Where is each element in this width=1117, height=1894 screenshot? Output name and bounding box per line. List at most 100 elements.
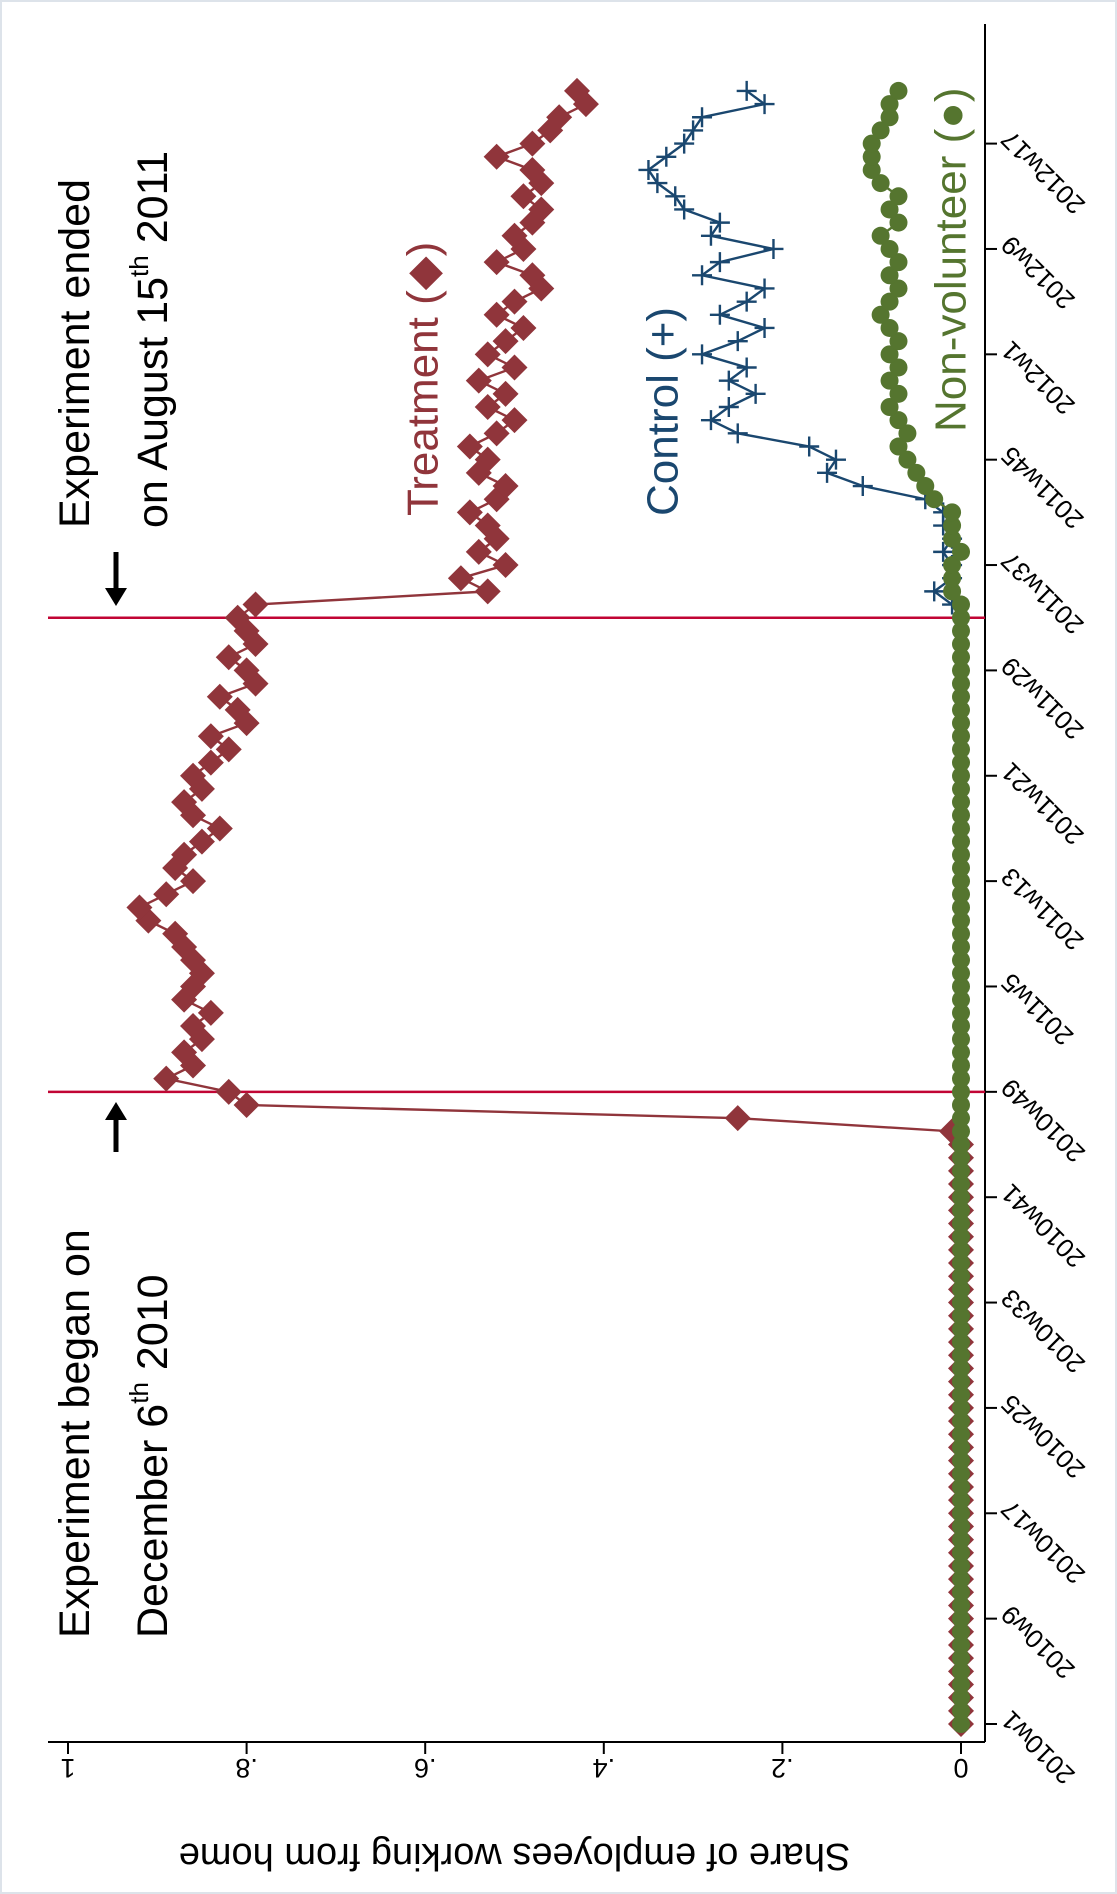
marker [528,196,555,223]
marker [952,898,970,917]
marker [889,279,908,298]
annotation-text: 2010 [129,1274,177,1370]
marker [889,213,908,232]
marker [952,661,970,680]
marker [952,1688,970,1707]
marker [889,358,908,377]
marker [501,222,528,249]
marker [952,1609,970,1628]
marker [799,436,820,457]
marker [871,121,890,140]
marker [492,328,519,355]
annotation-text: December 6 [129,1404,177,1638]
marker [153,881,180,908]
marker [952,608,970,627]
marker [519,130,546,157]
marker [700,225,721,246]
marker [880,266,899,285]
series-label: Control (+) [639,307,688,516]
marker [224,604,251,631]
marker [638,159,659,180]
annotation-text: Experiment ended [51,179,99,528]
marker [933,541,954,562]
marker [180,868,207,895]
marker [692,344,713,365]
marker [952,1517,970,1536]
marker [952,1319,970,1338]
marker [519,262,546,289]
marker [952,1122,970,1141]
arrow-head [105,588,127,606]
arrow-head [105,1102,127,1120]
annotation-text: 2011 [129,151,177,243]
marker [763,238,784,259]
marker [952,1346,970,1365]
marker [952,542,970,561]
marker [952,1675,970,1694]
marker [952,648,970,667]
marker [889,384,908,403]
marker [907,463,926,482]
marker [943,503,962,522]
marker [474,341,501,368]
marker [180,762,207,789]
marker [952,1069,970,1088]
marker [952,727,970,746]
marker [510,314,537,341]
marker [952,1030,970,1049]
marker [916,477,935,496]
marker [564,77,591,104]
marker [880,108,899,127]
marker [952,1359,970,1378]
marker [952,1227,970,1246]
marker [206,815,233,842]
marker [952,1635,970,1654]
marker [952,1596,970,1615]
marker [683,120,704,141]
marker [952,990,970,1009]
marker [736,357,757,378]
marker [925,490,944,509]
marker [943,516,962,535]
marker [727,423,748,444]
marker [952,1412,970,1431]
marker [180,1012,207,1039]
marker [242,591,269,618]
marker [736,291,757,312]
marker [952,1148,970,1167]
marker [952,1109,970,1128]
marker [952,1082,970,1101]
marker [880,292,899,311]
marker [126,894,153,921]
marker [952,1491,970,1510]
marker [889,81,908,100]
marker [501,407,528,434]
marker [862,160,881,179]
annotation: Experiment ended [51,179,99,528]
annotation: December 6th 2010 [124,1274,177,1638]
marker [880,200,899,219]
marker [871,305,890,324]
marker [656,146,677,167]
marker [952,1543,970,1562]
marker [952,1385,970,1404]
marker [943,569,962,588]
marker [709,304,730,325]
marker [952,1398,970,1417]
marker [197,999,224,1026]
marker [674,199,695,220]
marker [501,354,528,381]
marker [483,143,510,170]
marker [952,1701,970,1720]
marker [952,1530,970,1549]
marker [952,1451,970,1470]
marker [483,420,510,447]
marker [952,753,970,772]
annotation-text: on August 15 [129,277,177,528]
annotation-superscript: th [124,255,154,277]
marker [862,134,881,153]
marker [889,411,908,430]
marker [233,1092,260,1119]
marker [700,410,721,431]
marker [474,512,501,539]
